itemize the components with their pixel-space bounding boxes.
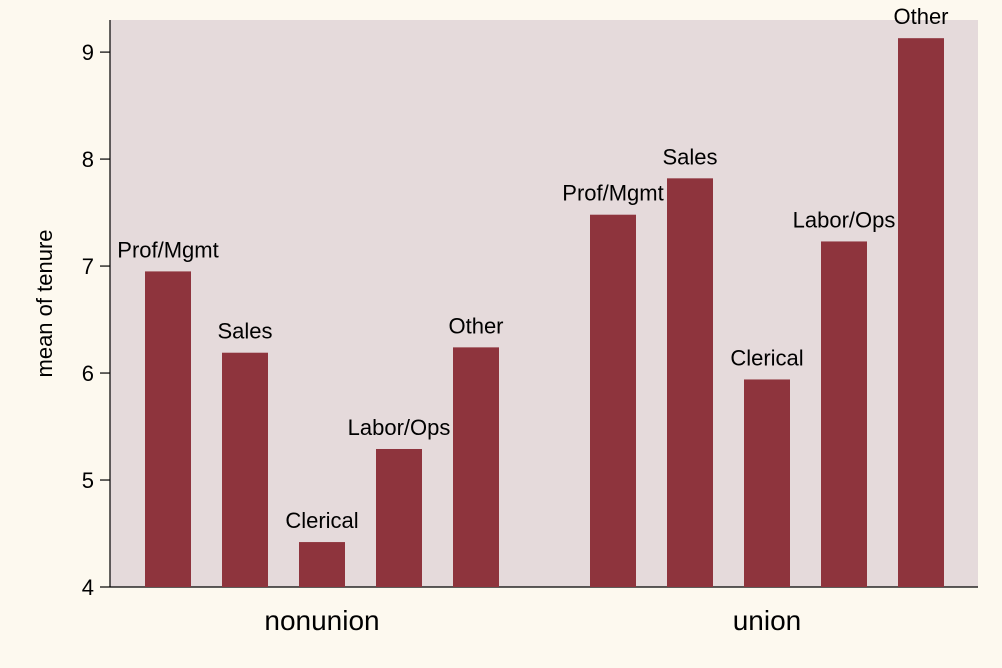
group-labels: nonunion union [264,605,801,636]
bar-nonunion-prof-mgmt [145,271,191,587]
y-tick-label: 4 [82,575,94,600]
bar-label: Other [448,313,503,338]
bar-nonunion-other [453,347,499,587]
bar-union-clerical [744,379,790,587]
y-tick-label: 5 [82,468,94,493]
bar-nonunion-labor-ops [376,448,422,587]
bar-label: Labor/Ops [793,207,896,232]
bar-labels: Prof/Mgmt Sales Clerical Labor/Ops Other Prof… [117,4,948,533]
group-label-nonunion: nonunion [264,605,379,636]
bar-nonunion-clerical [299,542,345,587]
bars [145,38,944,588]
bar-label: Prof/Mgmt [117,237,218,262]
bar-label: Clerical [285,508,358,533]
bar-label: Prof/Mgmt [562,181,663,206]
bar-union-prof-mgmt [590,214,636,587]
y-axis-title: mean of tenure [32,230,57,378]
y-tick-label: 8 [82,147,94,172]
bar-label: Other [893,4,948,29]
group-label-union: union [733,605,802,636]
y-tick-label: 7 [82,254,94,279]
bar-union-other [898,38,944,588]
y-tick-label: 9 [82,40,94,65]
bar-label: Sales [662,144,717,169]
bar-label: Labor/Ops [348,415,451,440]
bar-nonunion-sales [222,352,268,587]
bar-union-sales [667,178,713,587]
bar-label: Clerical [730,345,803,370]
bar-label: Sales [217,319,272,344]
y-tick-label: 6 [82,361,94,386]
bar-union-labor-ops [821,241,867,588]
